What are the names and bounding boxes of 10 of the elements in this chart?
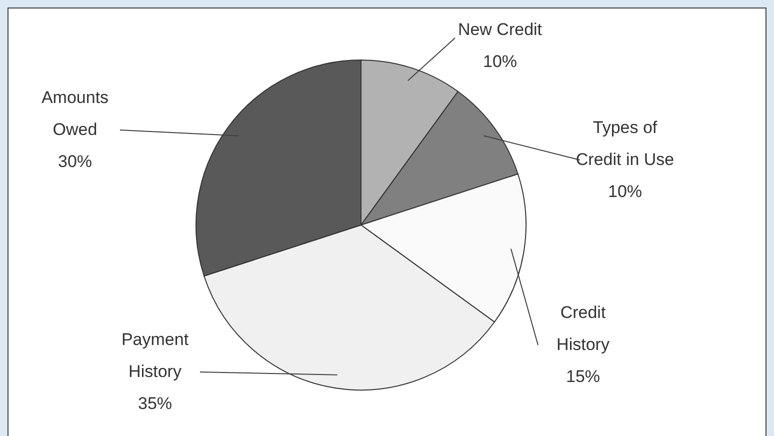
slice-label: Amounts Owed <box>41 88 109 139</box>
data-label: 35% <box>138 394 172 413</box>
data-label: 15% <box>566 367 600 386</box>
data-label: 30% <box>58 152 92 171</box>
slice-label: Credit History <box>556 303 610 354</box>
slice-label: Types of Credit in Use <box>576 118 674 169</box>
data-label: 10% <box>608 182 642 201</box>
slice-label: Payment History <box>121 330 189 381</box>
data-label: 10% <box>482 52 518 71</box>
slice-label: New Credit <box>458 20 542 39</box>
